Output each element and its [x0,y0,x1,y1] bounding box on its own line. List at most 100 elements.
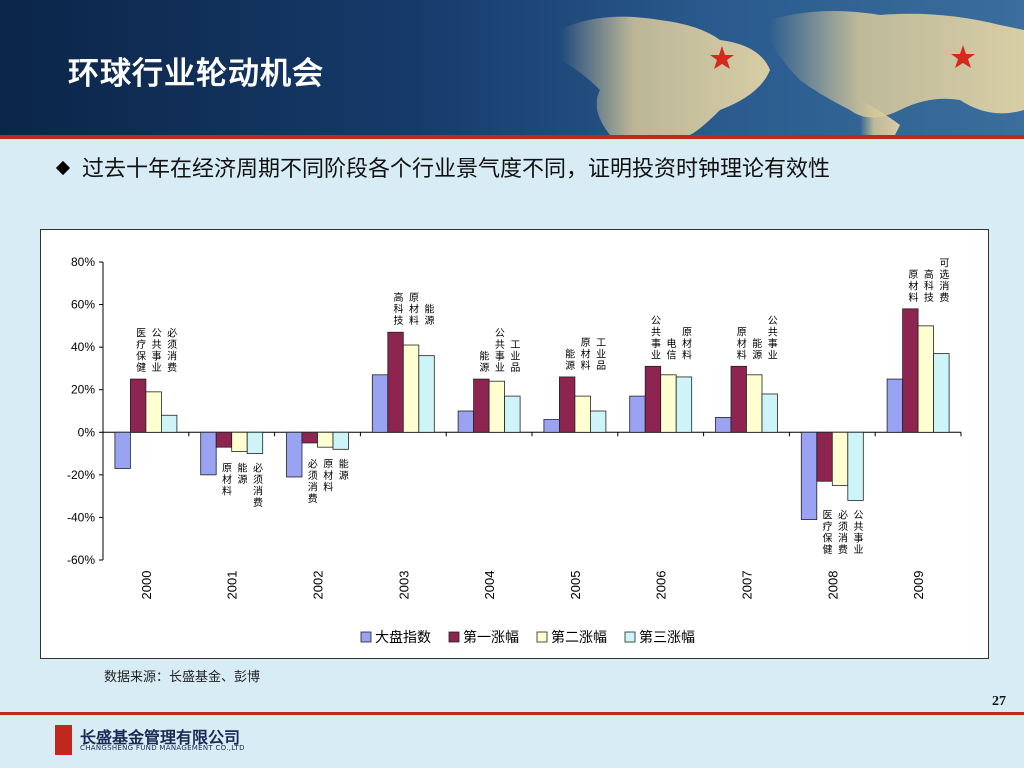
bar [457,410,475,433]
sector-label: 医疗保健 [136,328,146,375]
sector-label: 工业品 [510,340,520,374]
sector-label: 公共事业 [152,329,162,375]
bar [161,414,178,433]
x-tick-label: 2005 [568,571,583,600]
legend-swatch [360,631,372,643]
bar [332,431,349,450]
bar [675,376,693,433]
bar [473,378,490,433]
bar [886,378,903,433]
sector-label: 工业品 [596,338,606,372]
bar [402,344,420,433]
legend-label: 第一涨幅 [463,629,519,646]
bar [371,374,389,433]
bar [215,431,233,448]
sector-label: 公共事业 [854,510,864,556]
bar [114,431,131,469]
bar [917,325,934,433]
sector-label: 可选消费 [939,258,949,304]
y-tick-label: -40% [67,510,95,524]
legend-label: 第二涨幅 [551,629,607,646]
company-name-en: CHANGSHENG FUND MANAGEMENT CO.,LTD [80,744,245,752]
bar [933,353,950,433]
bar [730,365,747,433]
bar [559,376,576,433]
legend-swatch [448,631,460,643]
sector-label: 必须消费 [167,327,177,375]
sector-label: 原材料 [409,292,419,327]
star-icon [951,45,975,68]
sector-label: 高科技 [394,291,404,327]
legend-label: 大盘指数 [375,629,431,646]
sector-label: 能源 [565,347,575,372]
bar [816,431,833,482]
x-tick-label: 2006 [654,571,669,600]
x-tick-label: 2004 [482,571,497,600]
bar [574,395,591,433]
bar [145,391,162,433]
bar [644,365,662,433]
sector-label: 公共事业 [495,329,505,375]
x-tick-label: 2002 [311,571,326,600]
bar [504,395,521,433]
sector-label: 能源 [752,337,762,362]
x-tick-label: 2007 [740,571,755,600]
bar [847,431,864,501]
sector-label: 医疗保健 [823,509,833,556]
sector-label: 能源 [339,457,349,482]
bar-chart: -60%-40%-20%0%20%40%60%80%医疗保健公共事业必须消费20… [67,255,962,646]
y-tick-label: 80% [71,255,95,269]
x-tick-label: 2003 [396,571,411,600]
data-source-note: 数据来源：长盛基金、彭博 [104,670,261,685]
sector-label: 原材料 [581,337,591,372]
sector-label: 原材料 [323,458,333,493]
bar [831,431,849,486]
bar [629,395,646,433]
bullet-point: 过去十年在经济周期不同阶段各个行业景气度不同，证明投资时钟理论有效性 [55,152,988,188]
sector-label: 原材料 [737,326,747,361]
footer-divider [0,712,1024,715]
y-tick-label: -60% [67,553,95,567]
bar [246,431,264,454]
page-number: 27 [992,694,1006,709]
sector-label: 能源 [425,303,435,328]
header-divider [0,135,1024,139]
sector-label: 原材料 [682,326,692,361]
y-tick-label: -20% [67,468,95,482]
legend-label: 第三涨幅 [639,629,695,646]
company-name-cn: 长盛基金管理有限公司 [80,728,241,747]
star-icon [710,46,734,69]
bar [746,374,763,433]
bar [543,419,560,433]
bar [800,431,818,520]
y-tick-label: 60% [71,298,95,312]
bar [317,431,334,448]
legend-swatch [536,631,548,643]
company-logo-icon [55,725,72,755]
bar [387,331,404,433]
bar [902,308,919,433]
bar [286,431,303,478]
legend-swatch [624,631,636,643]
sector-label: 电信 [666,337,676,362]
slide-header: 环球行业轮动机会 [0,0,1024,135]
bullet-text: 过去十年在经济周期不同阶段各个行业景气度不同，证明投资时钟理论有效性 [82,157,831,182]
y-tick-label: 40% [71,340,95,354]
x-tick-label: 2009 [911,571,926,600]
x-tick-label: 2008 [825,571,840,600]
x-tick-label: 2001 [225,571,240,600]
sector-label: 公共事业 [651,316,661,362]
bar [488,380,506,433]
bar [590,410,607,433]
y-tick-label: 0% [78,425,96,439]
diamond-bullet-icon [55,160,71,176]
bar [130,378,147,433]
x-tick-label: 2000 [139,571,154,600]
sector-label: 必须消费 [308,457,318,505]
sector-label: 必须消费 [838,508,848,556]
sector-label: 公共事业 [768,316,778,362]
sector-label: 能源 [479,350,489,375]
slide-title: 环球行业轮动机会 [68,56,324,92]
sector-label: 能源 [237,462,247,487]
bar [301,431,318,444]
